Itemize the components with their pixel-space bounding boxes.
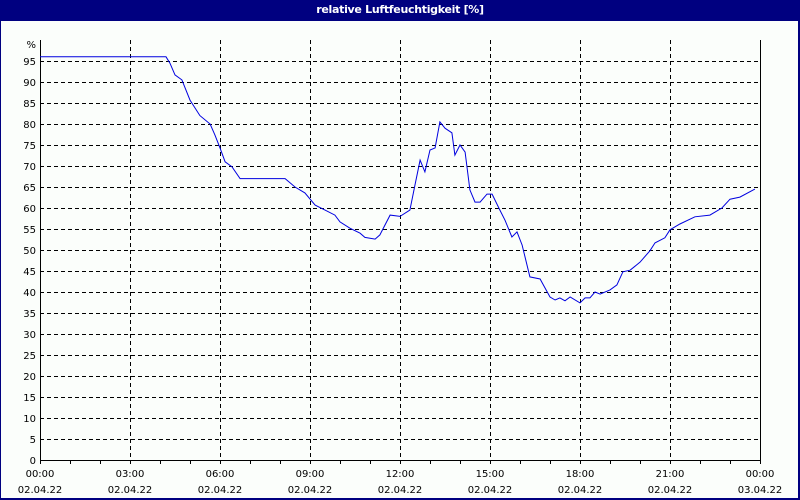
x-tick-date: 02.04.22 [18, 485, 63, 496]
x-tick-date: 03.04.22 [738, 485, 783, 496]
y-tick-label: 0 [30, 456, 36, 467]
x-tick-time: 12:00 [386, 469, 415, 480]
y-tick-label: 90 [23, 78, 36, 89]
x-tick-time: 03:00 [116, 469, 145, 480]
y-tick-label: 80 [23, 120, 36, 131]
x-tick-date: 02.04.22 [558, 485, 603, 496]
x-tick-time: 00:00 [26, 469, 55, 480]
x-tick-time: 00:00 [746, 469, 775, 480]
y-tick-label: 65 [23, 183, 36, 194]
x-tick-time: 18:00 [566, 469, 595, 480]
chart-title: relative Luftfeuchtigkeit [%] [316, 3, 484, 16]
y-tick-label: 15 [23, 393, 36, 404]
y-tick-label: 85 [23, 99, 36, 110]
x-tick-time: 15:00 [476, 469, 505, 480]
y-tick-label: 10 [23, 414, 36, 425]
y-tick-label: 25 [23, 351, 36, 362]
axes [40, 40, 761, 464]
humidity-line [40, 56, 756, 304]
y-tick-label: 20 [23, 372, 36, 383]
x-tick-date: 02.04.22 [108, 485, 153, 496]
x-tick-date: 02.04.22 [468, 485, 513, 496]
x-tick-time: 06:00 [206, 469, 235, 480]
y-unit-label: % [26, 40, 36, 51]
x-tick-date: 02.04.22 [198, 485, 243, 496]
y-tick-label: 75 [23, 141, 36, 152]
y-tick-label: 55 [23, 225, 36, 236]
y-tick-label: 40 [23, 288, 36, 299]
y-tick-label: 30 [23, 330, 36, 341]
grid-lines [40, 40, 760, 460]
y-tick-label: 35 [23, 309, 36, 320]
y-tick-label: 45 [23, 267, 36, 278]
x-tick-date: 02.04.22 [648, 485, 693, 496]
y-tick-label: 95 [23, 57, 36, 68]
x-tick-time: 21:00 [656, 469, 685, 480]
y-tick-label: 5 [30, 435, 36, 446]
y-tick-label: 50 [23, 246, 36, 257]
x-tick-date: 02.04.22 [288, 485, 333, 496]
x-tick-time: 09:00 [296, 469, 325, 480]
y-tick-label: 60 [23, 204, 36, 215]
y-axis-labels: 0 5 10 15 20 25 30 35 40 45 50 55 60 65 70 75 80 85 90 95% [23, 40, 36, 467]
x-tick-date: 02.04.22 [378, 485, 423, 496]
x-axis-labels: 00:00 02.04.22 03:00 02.04.22 06:00 02.04.22 0… [18, 469, 783, 496]
y-tick-label: 70 [23, 162, 36, 173]
